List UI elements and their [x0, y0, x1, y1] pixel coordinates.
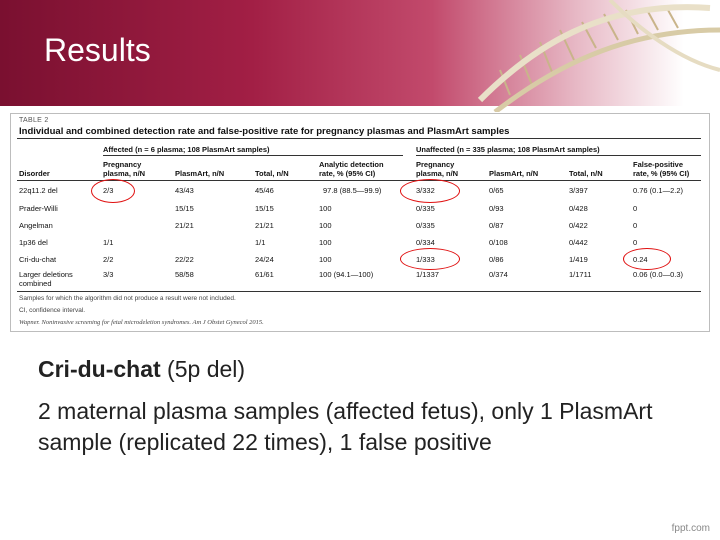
- cell-plasmart-unaffected: 0/374: [489, 270, 508, 279]
- unaffected-group-rule: [416, 155, 701, 156]
- cell-disorder: Prader-Willi: [19, 204, 58, 213]
- table-top-rule: [17, 138, 701, 139]
- cell-false-positive-rate: 0: [633, 204, 638, 213]
- cell-total-affected: 24/24: [255, 255, 274, 264]
- cell-pregnancy-unaffected: 0/335: [416, 204, 435, 213]
- highlight-circle-cri-du-chat-unaffected: [400, 248, 460, 270]
- table-bottom-rule: [17, 291, 701, 292]
- highlight-circle-22q-unaffected: [400, 179, 460, 203]
- col-header-analytic-2: rate, % (95% CI): [319, 169, 376, 178]
- cell-plasmart-affected: 22/22: [175, 255, 194, 264]
- cell-total-unaffected: 1/419: [569, 255, 588, 264]
- cell-pregnancy-affected: 3/3: [103, 270, 114, 279]
- cell-plasmart-unaffected: 0/108: [489, 238, 508, 247]
- template-credit: fppt.com: [671, 523, 710, 534]
- cell-plasmart-unaffected: 0/87: [489, 221, 504, 230]
- note-heading: Cri-du-chat (5p del): [38, 356, 245, 383]
- cell-plasmart-affected: 43/43: [175, 186, 194, 195]
- cell-total-unaffected: 0/422: [569, 221, 588, 230]
- cell-total-affected: 15/15: [255, 204, 274, 213]
- cell-disorder: 22q11.2 del: [19, 186, 58, 195]
- cell-total-affected: 21/21: [255, 221, 274, 230]
- cell-analytic-rate: 100 (94.1—100): [319, 270, 374, 279]
- cell-total-unaffected: 3/397: [569, 186, 588, 195]
- highlight-circle-22q-plasma: [91, 179, 135, 203]
- slide-title: Results: [44, 32, 151, 68]
- cell-false-positive-rate: 0: [633, 221, 638, 230]
- cell-analytic-rate: 100: [319, 204, 332, 213]
- cell-analytic-rate: 97.8 (88.5—99.9): [323, 186, 382, 195]
- footnote-ci: CI, confidence interval.: [19, 307, 86, 314]
- dna-helix-image: [477, 0, 720, 112]
- group-header-affected: Affected (n = 6 plasma; 108 PlasmArt sam…: [103, 145, 270, 154]
- col-header-pregnancy-affected-1: Pregnancy: [103, 160, 142, 169]
- note-heading-rest: (5p del): [160, 356, 246, 382]
- header-bottom-rule: [17, 180, 701, 181]
- table-label: TABLE 2: [19, 117, 49, 124]
- cell-total-affected: 45/46: [255, 186, 274, 195]
- cell-plasmart-affected: 58/58: [175, 270, 194, 279]
- col-header-total-unaffected: Total, n/N: [569, 169, 603, 178]
- cell-total-unaffected: 0/442: [569, 238, 588, 247]
- cell-total-unaffected: 0/428: [569, 204, 588, 213]
- cell-pregnancy-unaffected: 0/334: [416, 238, 435, 247]
- cell-disorder: Cri-du-chat: [19, 255, 57, 264]
- cell-plasmart-affected: 15/15: [175, 204, 194, 213]
- cell-plasmart-unaffected: 0/65: [489, 186, 504, 195]
- highlight-circle-cri-du-chat-fp: [623, 248, 671, 270]
- cell-false-positive-rate: 0.76 (0.1—2.2): [633, 186, 684, 195]
- cell-total-affected: 1/1: [255, 238, 266, 247]
- note-body: 2 maternal plasma samples (affected fetu…: [38, 398, 653, 455]
- cell-pregnancy-affected: 1/1: [103, 238, 114, 247]
- cell-analytic-rate: 100: [319, 221, 332, 230]
- cell-analytic-rate: 100: [319, 255, 332, 264]
- col-header-plasmart-unaffected: PlasmArt, n/N: [489, 169, 539, 178]
- affected-group-rule: [103, 155, 403, 156]
- cell-disorder-line-2: combined: [19, 279, 52, 288]
- cell-false-positive-rate: 0: [633, 238, 638, 247]
- group-header-unaffected: Unaffected (n = 335 plasma; 108 PlasmArt…: [416, 145, 600, 154]
- table-title: Individual and combined detection rate a…: [19, 126, 510, 137]
- col-header-pregnancy-unaffected-1: Pregnancy: [416, 160, 455, 169]
- col-header-pregnancy-unaffected-2: plasma, n/N: [416, 169, 459, 178]
- cell-analytic-rate: 100: [319, 238, 332, 247]
- cell-plasmart-unaffected: 0/93: [489, 204, 504, 213]
- col-header-total-affected: Total, n/N: [255, 169, 289, 178]
- col-header-pregnancy-affected-2: plasma, n/N: [103, 169, 146, 178]
- col-header-false-positive-1: False-positive: [633, 160, 684, 169]
- note-heading-bold: Cri-du-chat: [38, 356, 161, 382]
- cell-disorder: Angelman: [19, 221, 53, 230]
- cell-disorder: 1p36 del: [19, 238, 48, 247]
- footnote-citation: Wapner. Noninvasive screening for fetal …: [19, 319, 264, 326]
- cell-pregnancy-affected: 2/2: [103, 255, 114, 264]
- cell-pregnancy-unaffected: 1/1337: [416, 270, 439, 279]
- col-header-analytic-1: Analytic detection: [319, 160, 384, 169]
- cell-plasmart-affected: 21/21: [175, 221, 194, 230]
- cell-total-affected: 61/61: [255, 270, 274, 279]
- col-header-false-positive-2: rate, % (95% CI): [633, 169, 690, 178]
- results-table: TABLE 2 Individual and combined detectio…: [10, 113, 710, 332]
- cell-pregnancy-unaffected: 0/335: [416, 221, 435, 230]
- cell-false-positive-rate: 0.06 (0.0—0.3): [633, 270, 684, 279]
- cell-plasmart-unaffected: 0/86: [489, 255, 504, 264]
- cell-total-unaffected: 1/1711: [569, 270, 592, 279]
- col-header-plasmart-affected: PlasmArt, n/N: [175, 169, 225, 178]
- cell-disorder-line-1: Larger deletions: [19, 270, 73, 279]
- footnote-results: Samples for which the algorithm did not …: [19, 295, 236, 302]
- col-header-disorder: Disorder: [19, 169, 50, 178]
